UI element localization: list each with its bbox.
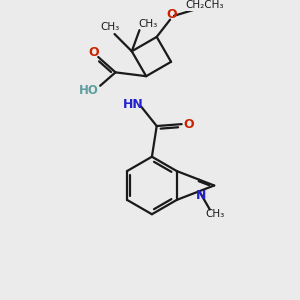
Text: CH₂CH₃: CH₂CH₃ bbox=[185, 0, 224, 10]
Text: O: O bbox=[183, 118, 194, 130]
Text: O: O bbox=[88, 46, 99, 59]
Text: N: N bbox=[196, 189, 206, 202]
Text: HO: HO bbox=[79, 84, 99, 97]
Text: CH₃: CH₃ bbox=[205, 209, 224, 219]
Text: HN: HN bbox=[123, 98, 144, 111]
Text: CH₃: CH₃ bbox=[100, 22, 119, 32]
Text: CH₃: CH₃ bbox=[139, 20, 158, 29]
Text: O: O bbox=[167, 8, 177, 21]
